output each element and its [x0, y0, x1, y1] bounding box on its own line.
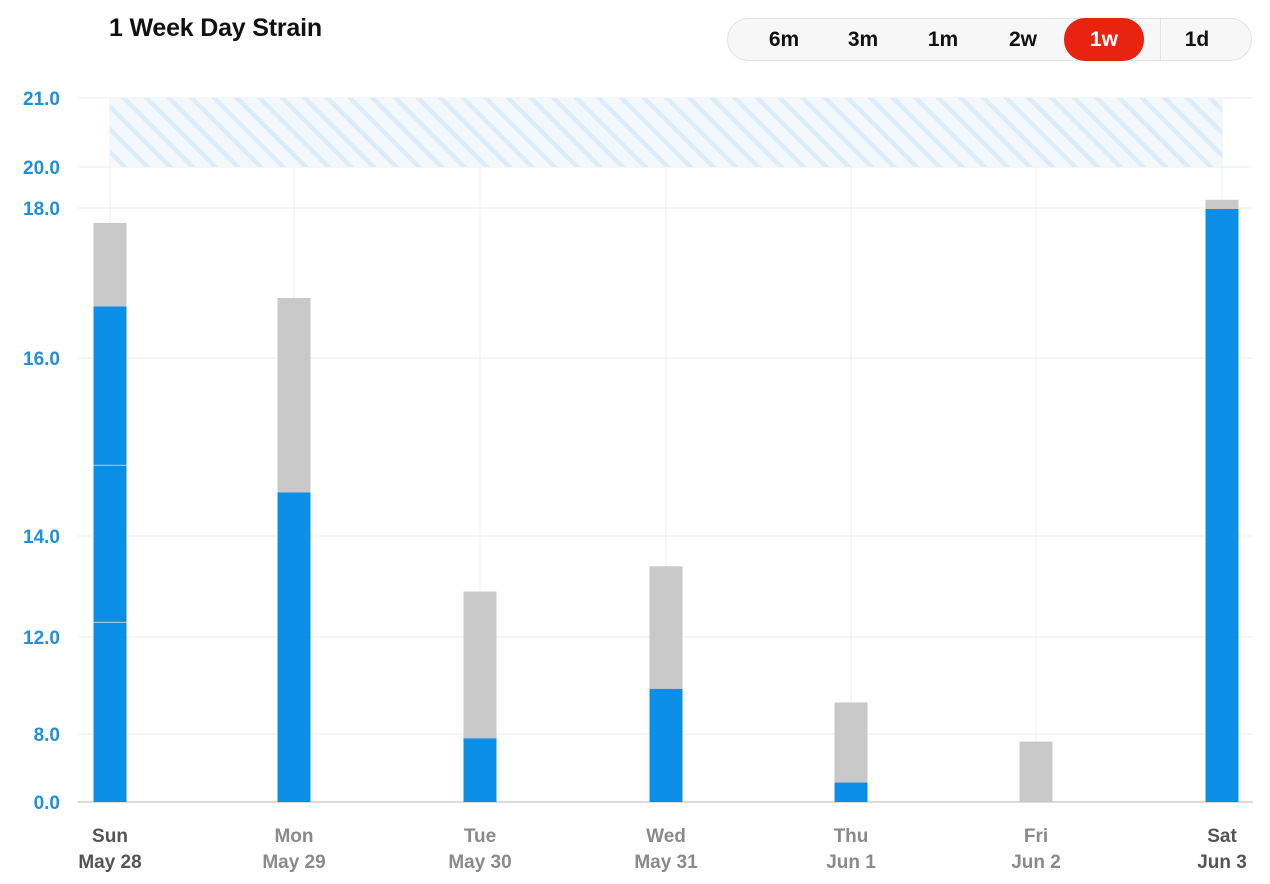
bar-layer	[93, 199, 1239, 803]
bar-group-thu[interactable]	[834, 702, 868, 802]
bar-segment	[1205, 209, 1239, 802]
y-axis: 0.0 8.0 12.0 14.0 16.0 18.0 20.0 21.0	[23, 89, 60, 814]
bar-segment	[277, 492, 311, 802]
x-date-label: May 31	[634, 852, 698, 873]
bar-segment	[93, 306, 127, 465]
x-day-label: Fri	[1024, 826, 1048, 847]
bar-group-sat[interactable]	[1205, 199, 1239, 803]
range-button-6m[interactable]: 6m	[768, 28, 800, 51]
bar-total	[1019, 741, 1053, 802]
x-date-label: May 30	[448, 852, 511, 873]
y-tick-label: 16.0	[23, 349, 60, 370]
bar-group-fri[interactable]	[1019, 741, 1053, 802]
bar-group-sun[interactable]	[93, 223, 127, 802]
x-day-label: Mon	[274, 826, 313, 847]
bar-group-wed[interactable]	[649, 566, 683, 802]
y-tick-label: 21.0	[23, 89, 60, 110]
range-button-2w[interactable]: 2w	[1008, 28, 1037, 51]
range-switcher: 6m 3m 1m 2w 1w 1d	[727, 18, 1252, 61]
grid-layer	[78, 97, 1253, 803]
bar-segment	[649, 688, 683, 802]
x-day-label: Sat	[1207, 826, 1237, 847]
y-tick-label: 18.0	[23, 199, 60, 220]
y-tick-label: 14.0	[23, 527, 60, 548]
y-tick-label: 12.0	[23, 628, 60, 649]
bar-group-mon[interactable]	[277, 298, 311, 802]
x-day-label: Thu	[834, 826, 869, 847]
bar-segment	[93, 465, 127, 622]
x-date-label: Jun 2	[1011, 852, 1061, 873]
x-date-label: Jun 3	[1197, 852, 1247, 873]
range-button-3m[interactable]: 3m	[847, 28, 879, 51]
x-date-label: May 28	[78, 852, 141, 873]
bar-group-tue[interactable]	[463, 591, 497, 802]
target-band	[110, 98, 1222, 167]
x-day-label: Sun	[92, 826, 128, 847]
bar-segment	[93, 622, 127, 802]
y-tick-label: 20.0	[23, 158, 60, 179]
chart-title: 1 Week Day Strain	[109, 14, 322, 42]
highlight-band	[110, 98, 1222, 167]
range-button-1d[interactable]: 1d	[1184, 28, 1210, 51]
x-day-label: Tue	[464, 826, 496, 847]
range-button-1w[interactable]: 1w	[1064, 18, 1144, 61]
x-axis: Sun May 28 Mon May 29 Tue May 30 Wed May 31 Thu J…	[78, 826, 1247, 873]
bar-segment	[463, 738, 497, 802]
x-date-label: May 29	[262, 852, 325, 873]
x-date-label: Jun 1	[826, 852, 876, 873]
range-divider	[1160, 19, 1161, 60]
y-tick-label: 0.0	[34, 793, 60, 814]
y-tick-label: 8.0	[34, 725, 60, 746]
x-day-label: Wed	[646, 826, 686, 847]
range-button-1m[interactable]: 1m	[927, 28, 959, 51]
bar-segment	[834, 782, 868, 802]
